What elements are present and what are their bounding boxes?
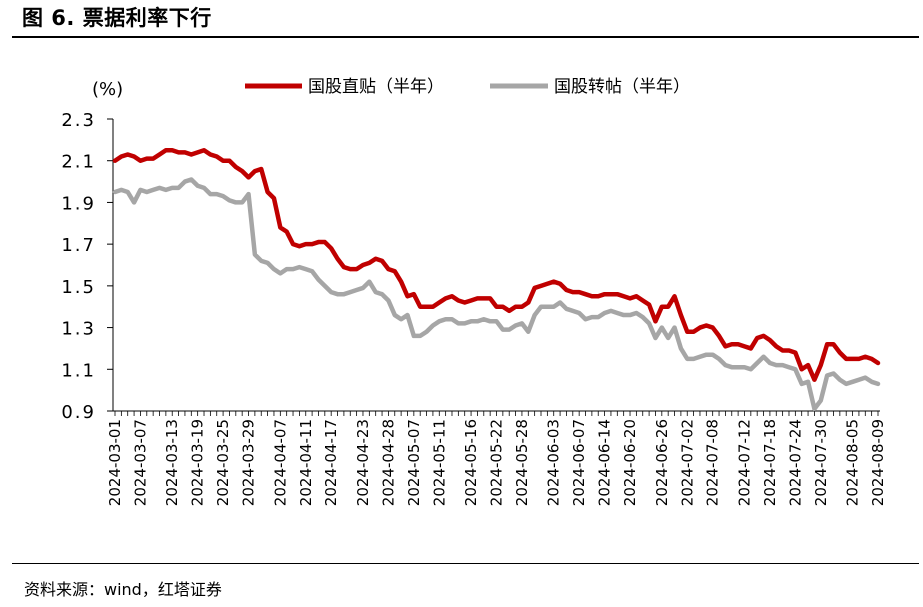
x-tick-label: 2024-07-12 [735,419,753,506]
x-tick-label: 2024-03-07 [131,419,149,506]
x-tick-label: 2024-06-14 [596,419,614,506]
x-tick-label: 2024-07-08 [704,419,722,506]
legend-label-1: 国股转帖（半年） [554,77,690,97]
x-tick-label: 2024-03-01 [106,419,124,506]
figure-title: 图 6. 票据利率下行 [22,6,212,30]
y-tick-label: 1.9 [61,193,96,214]
x-tick-label: 2024-05-16 [462,419,480,506]
x-tick-label: 2024-08-09 [869,419,887,506]
x-tick-label: 2024-04-17 [322,419,340,506]
x-axis: 2024-03-01 2024-03-07 2024-03-13 2024-03-19… [106,410,887,506]
legend-label-0: 国股直贴（半年） [308,77,444,97]
x-tick-label: 2024-04-11 [297,419,315,506]
x-tick-label: 2024-06-26 [653,419,671,506]
y-tick-label: 1.3 [61,319,96,340]
source-note: 资料来源：wind，红塔证券 [24,580,222,599]
x-tick-label: 2024-06-20 [621,419,639,506]
y-tick-label: 2.3 [61,110,96,131]
y-axis: 2.3 2.1 1.9 1.7 1.5 1.3 1.1 0.9 [61,110,114,423]
x-tick-label: 2024-05-07 [405,419,423,506]
x-tick-label: 2024-07-02 [678,419,696,506]
x-tick-label: 2024-03-13 [163,419,181,506]
x-tick-label: 2024-03-29 [240,419,258,506]
x-tick-label: 2024-04-23 [354,419,372,506]
bottom-rule [12,563,919,564]
y-tick-label: 1.1 [61,360,96,381]
x-tick-label: 2024-08-05 [844,419,862,506]
y-tick-label: 1.7 [61,235,96,256]
x-tick-label: 2024-07-30 [812,419,830,506]
y-unit-label: (%) [92,79,123,100]
series-line-1 [112,177,881,412]
legend: 国股直贴（半年） 国股转帖（半年） [245,77,690,97]
y-tick-label: 0.9 [61,402,96,423]
y-tick-label: 1.5 [61,277,96,298]
x-tick-label: 2024-06-07 [570,419,588,506]
x-tick-label: 2024-04-28 [379,419,397,506]
series-lines [112,148,881,412]
x-tick-label: 2024-04-07 [271,419,289,506]
x-tick-label: 2024-03-25 [214,419,232,506]
x-tick-label: 2024-07-18 [761,419,779,506]
x-tick-label: 2024-05-28 [513,419,531,506]
x-tick-label: 2024-05-11 [430,419,448,506]
series-line-0 [112,148,881,382]
x-tick-label: 2024-05-22 [488,419,506,506]
x-tick-label: 2024-07-24 [786,419,804,506]
x-tick-label: 2024-03-19 [189,419,207,506]
top-rule [12,36,919,38]
x-tick-label: 2024-06-03 [545,419,563,506]
y-tick-label: 2.1 [61,152,96,173]
